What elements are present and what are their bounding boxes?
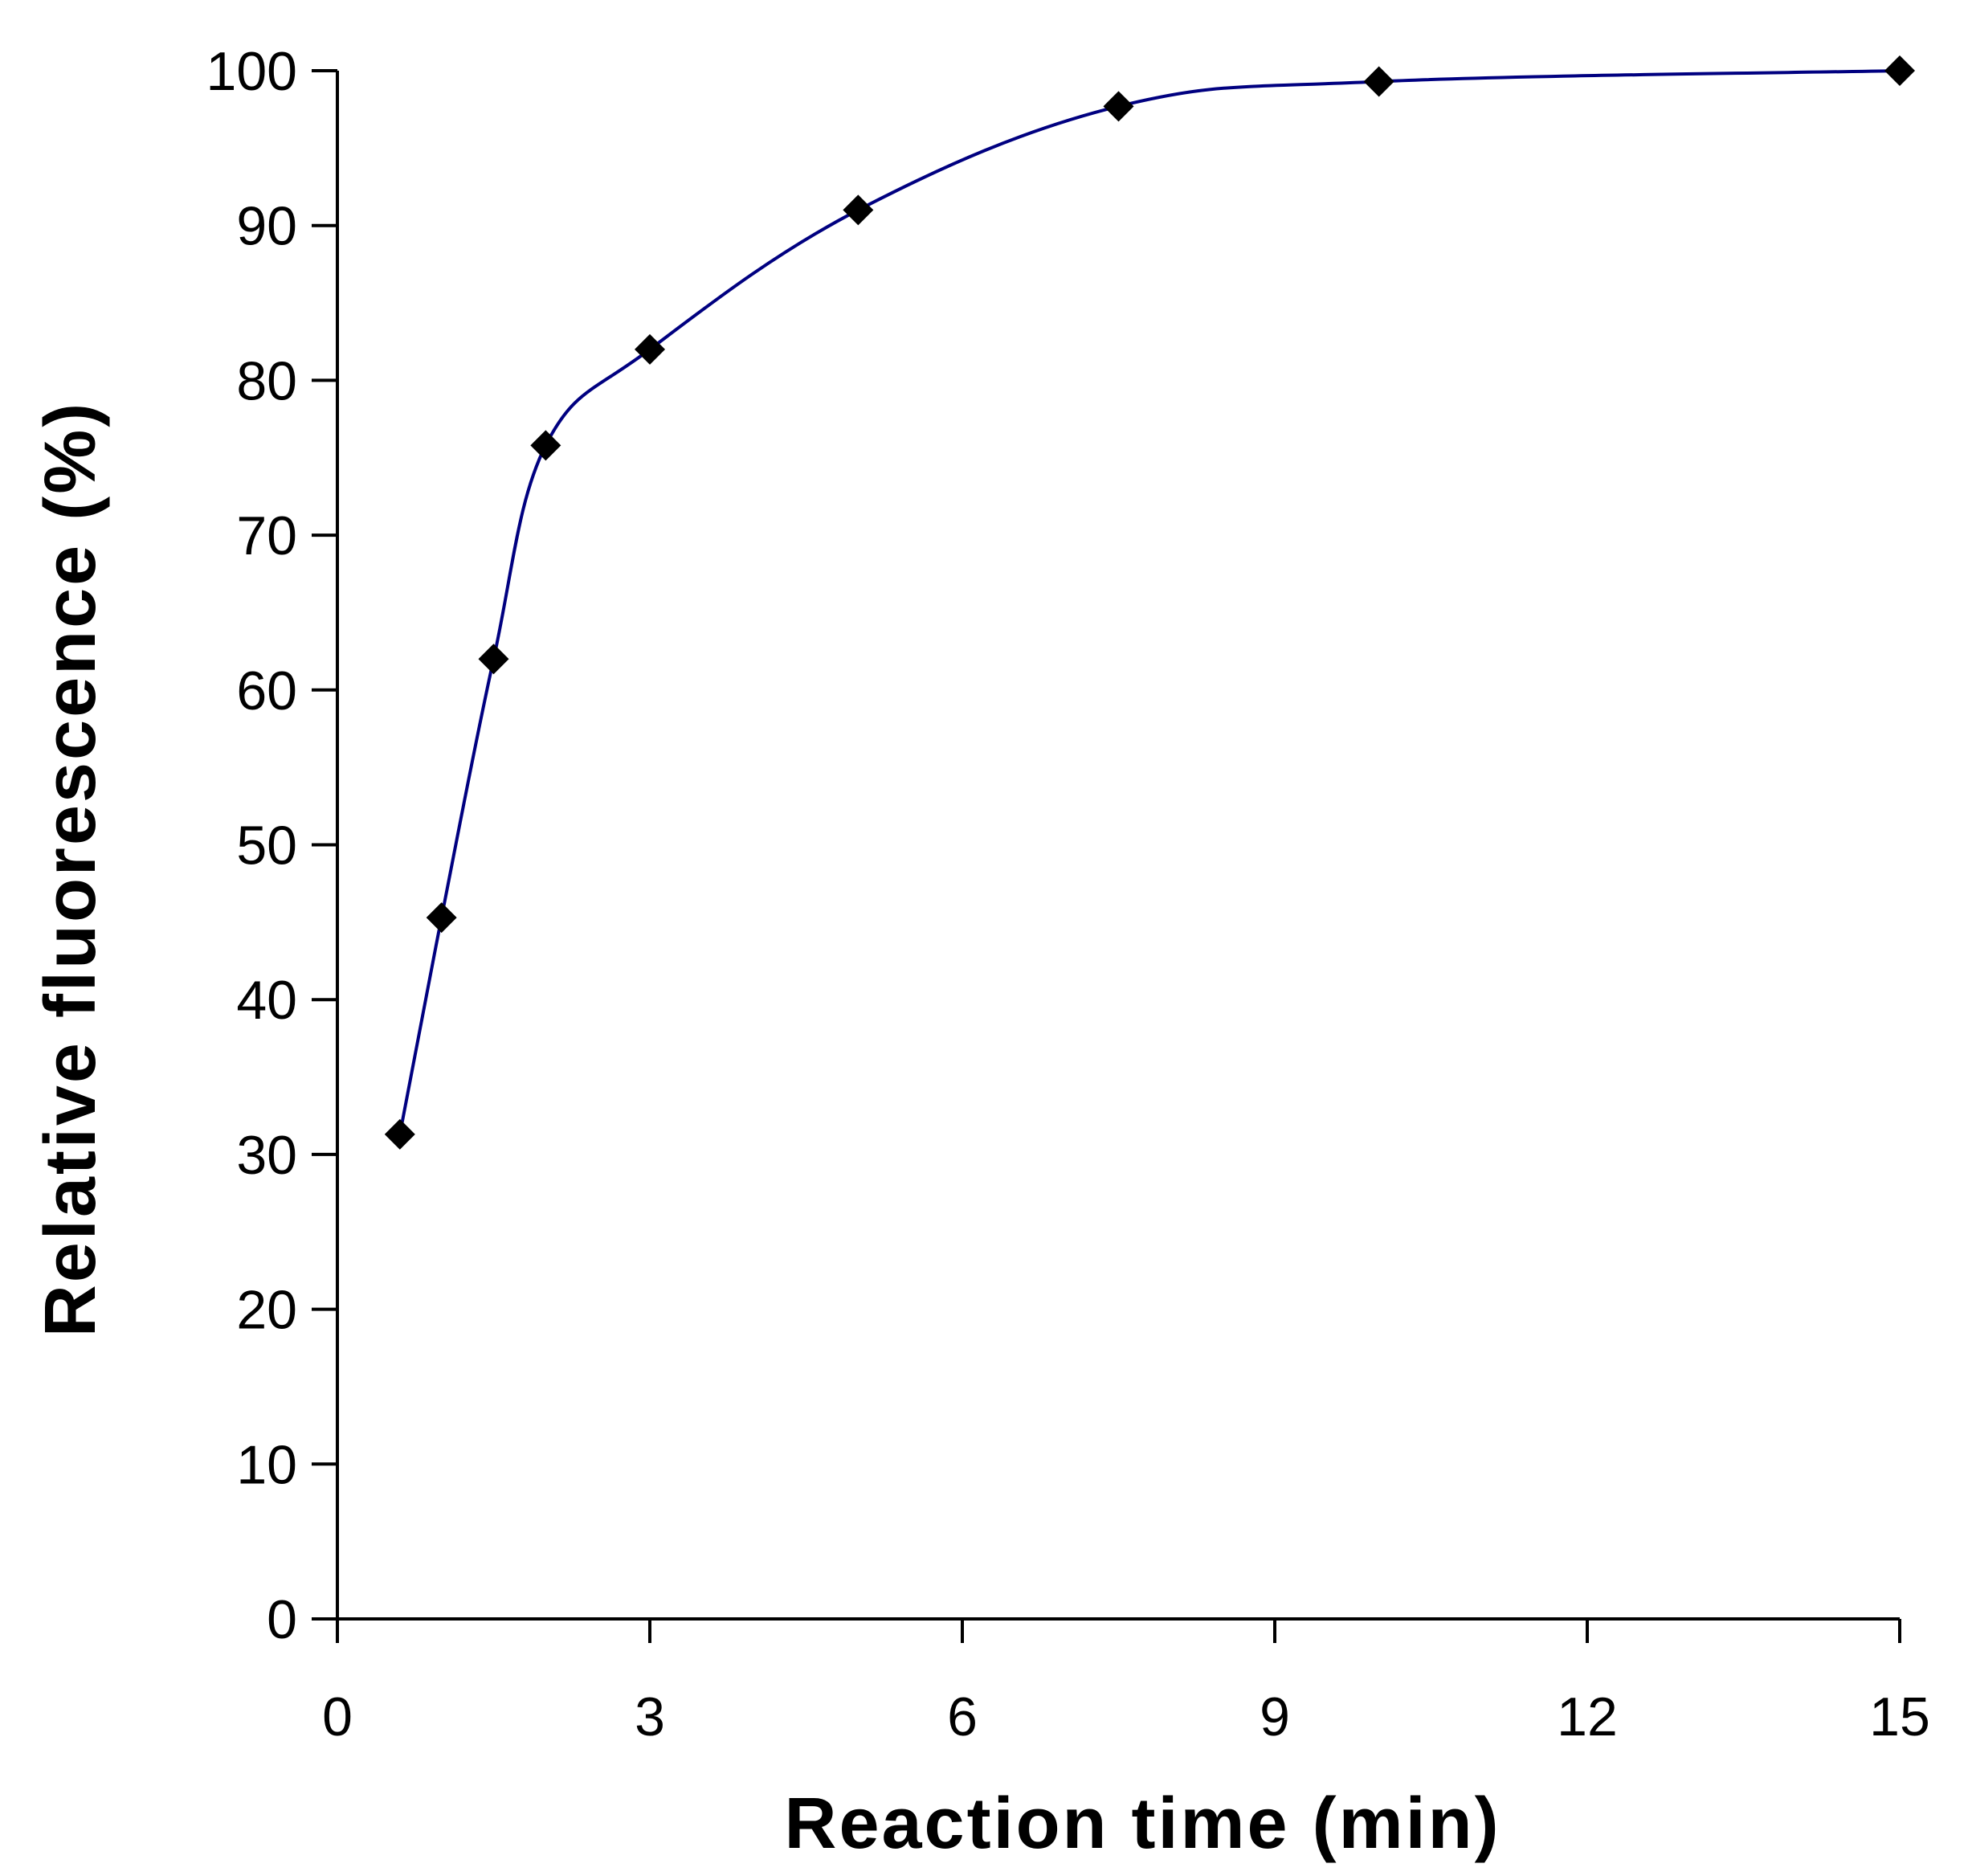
data-point-marker [635, 333, 665, 365]
y-tick-label: 80 [236, 350, 297, 411]
data-point-marker [530, 430, 561, 461]
data-point-marker [1884, 55, 1915, 86]
data-point-marker [843, 194, 874, 226]
y-tick-label: 40 [236, 970, 297, 1031]
x-tick-label: 6 [947, 1686, 978, 1747]
x-axis-title: Reaction time (min) [784, 1784, 1500, 1864]
series-line [398, 69, 1901, 1135]
x-tick-label: 15 [1869, 1686, 1930, 1747]
data-point-marker [384, 1118, 415, 1150]
y-tick-label: 10 [236, 1434, 297, 1495]
y-tick-label: 60 [236, 660, 297, 721]
x-tick-label: 12 [1557, 1686, 1618, 1747]
y-axis-title: Relative fluorescence (%) [31, 401, 111, 1337]
data-point-marker [1363, 66, 1394, 97]
x-tick-labels: 0 3 6 9 12 15 [322, 1686, 1930, 1747]
y-tick-label: 90 [236, 196, 297, 257]
y-tick-label: 20 [236, 1280, 297, 1341]
y-tick-label: 100 [206, 41, 297, 102]
x-tick-label: 9 [1260, 1686, 1290, 1747]
y-tick-label: 30 [236, 1125, 297, 1186]
y-tick-label: 70 [236, 505, 297, 566]
data-point-marker [478, 644, 509, 675]
y-tick-label: 0 [267, 1589, 297, 1650]
x-tick-label: 3 [635, 1686, 665, 1747]
data-point-marker [1103, 91, 1134, 122]
y-tick-labels: 0 10 20 30 40 50 60 70 80 90 100 [206, 41, 297, 1650]
axes [312, 69, 1901, 1643]
series [384, 55, 1915, 1150]
y-tick-label: 50 [236, 815, 297, 877]
data-point-marker [426, 902, 457, 934]
x-tick-label: 0 [322, 1686, 353, 1747]
